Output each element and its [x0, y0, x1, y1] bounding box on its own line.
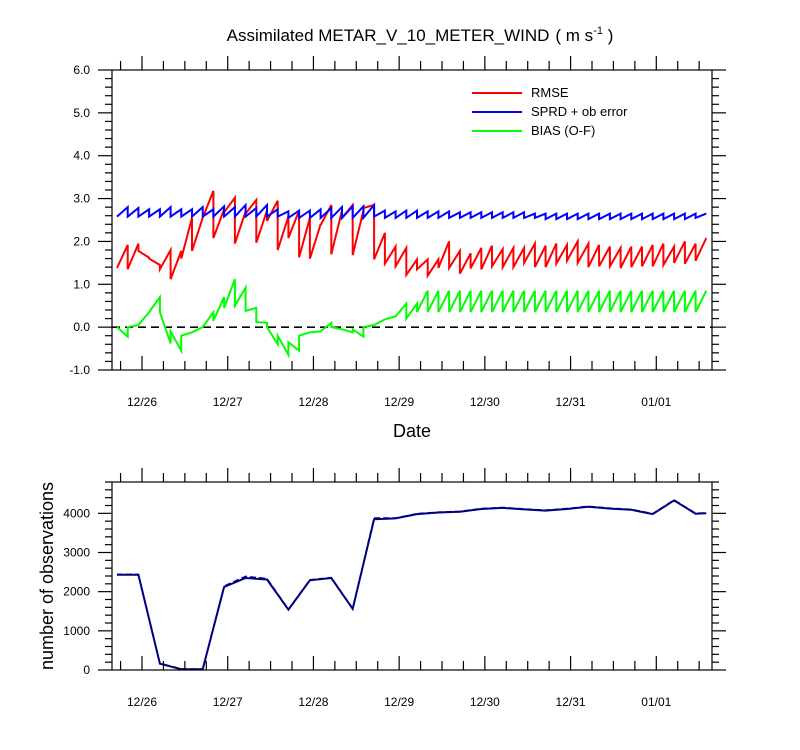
bottom-x-tick-label: 12/27 [213, 695, 243, 709]
bottom-y-tick-label: 2000 [63, 585, 90, 599]
bottom-y-tick-label: 4000 [63, 506, 90, 520]
bottom-x-tick-label: 12/28 [298, 695, 328, 709]
bottom-plot: 12/26 12/27 12/28 12/29 12/30 12/31 01/01 0 1000… [37, 468, 726, 709]
top-series-sprd-ob-error [116, 202, 707, 221]
top-y-tick-label: 5.0 [73, 106, 90, 120]
chart-title: Assimilated METAR_V_10_METER_WIND ( m s-1… [227, 25, 614, 45]
top-plot-frame [111, 69, 713, 371]
bottom-x-tick-label: 12/30 [470, 695, 500, 709]
top-y-tick-label: 0.0 [73, 320, 90, 334]
bottom-x-tick-label: 12/31 [556, 695, 586, 709]
top-y-tick-label: 3.0 [73, 192, 90, 206]
top-x-tick-label: 12/31 [556, 395, 586, 409]
top-y-tick-label: 4.0 [73, 149, 90, 163]
top-plot: 12/26 12/27 12/28 12/29 12/30 12/31 01/01 -1.0 0… [69, 56, 726, 441]
legend-label-sprd: SPRD + ob error [531, 104, 628, 119]
bottom-series-obs-possible [117, 499, 707, 670]
bottom-y-tick-label: 3000 [63, 546, 90, 560]
title-main: Assimilated METAR_V_10_METER_WIND [227, 26, 550, 45]
bottom-x-tick-label: 01/01 [641, 695, 671, 709]
top-series-rmse [116, 190, 708, 280]
top-x-tick-label: 12/27 [213, 395, 243, 409]
top-legend: RMSE SPRD + ob error BIAS (O-F) [472, 85, 628, 138]
bottom-x-tick-label: 12/29 [384, 695, 414, 709]
title-units: ( m s [555, 26, 593, 45]
top-x-tick-label: 12/26 [127, 395, 157, 409]
top-y-tick-label: 1.0 [73, 277, 90, 291]
top-y-tick-label: 6.0 [73, 63, 90, 77]
top-x-tick-label: 01/01 [641, 395, 671, 409]
top-y-tick-label: 2.0 [73, 234, 90, 248]
legend-label-bias: BIAS (O-F) [531, 123, 595, 138]
legend-label-rmse: RMSE [531, 85, 569, 100]
bottom-y-tick-label: 1000 [63, 624, 90, 638]
top-y-tick-label: -1.0 [69, 363, 90, 377]
bottom-series-obs-used [117, 499, 707, 671]
bottom-x-tick-label: 12/26 [127, 695, 157, 709]
bottom-y-tick-label: 0 [83, 663, 90, 677]
top-x-tick-label: 12/29 [384, 395, 414, 409]
top-series-bias-o-f [116, 278, 708, 359]
bottom-y-axis-title: number of observations [37, 482, 57, 670]
svg-text:Assimilated METAR_V_10_METER_W: Assimilated METAR_V_10_METER_WIND ( m s-1… [227, 25, 614, 45]
title-units-sup: -1 [593, 25, 603, 37]
top-x-tick-label: 12/28 [298, 395, 328, 409]
top-x-tick-label: 12/30 [470, 395, 500, 409]
top-x-axis-title: Date [393, 421, 431, 441]
title-units-close: ) [603, 26, 613, 45]
